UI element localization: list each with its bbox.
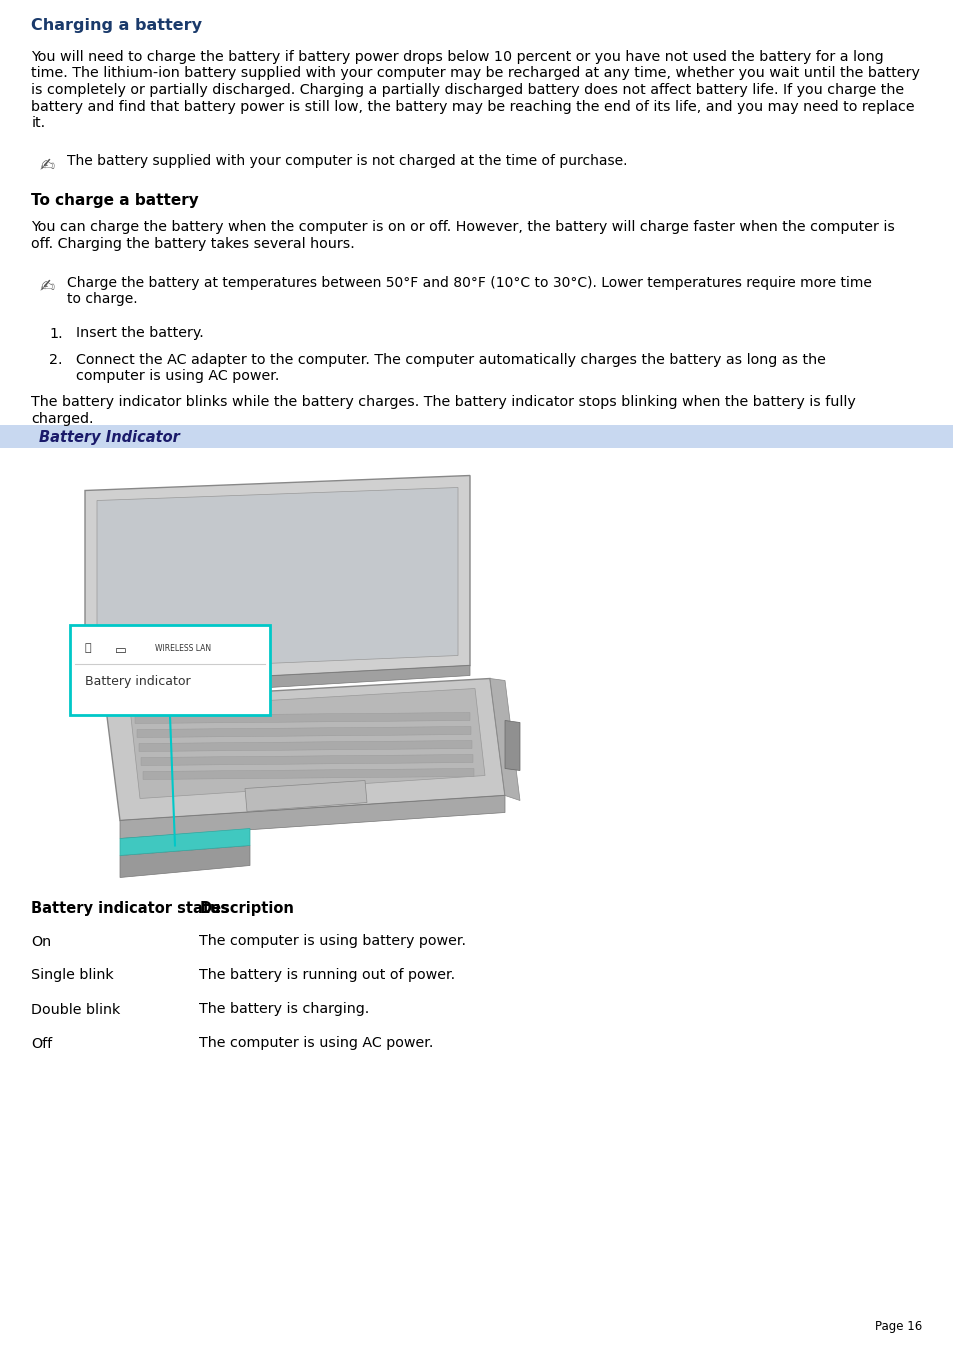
Text: Battery indicator: Battery indicator bbox=[85, 676, 191, 689]
Text: battery and find that battery power is still low, the battery may be reaching th: battery and find that battery power is s… bbox=[31, 100, 914, 113]
Polygon shape bbox=[97, 488, 457, 670]
Text: The computer is using AC power.: The computer is using AC power. bbox=[199, 1036, 434, 1051]
Text: WIRELESS LAN: WIRELESS LAN bbox=[154, 643, 211, 653]
Text: Description: Description bbox=[199, 901, 294, 916]
Bar bbox=[70, 626, 270, 716]
Text: Off: Off bbox=[31, 1036, 52, 1051]
Text: To charge a battery: To charge a battery bbox=[31, 192, 199, 208]
Text: The battery is charging.: The battery is charging. bbox=[199, 1002, 370, 1016]
Polygon shape bbox=[85, 666, 470, 698]
Text: ⏻: ⏻ bbox=[85, 643, 91, 654]
Text: You will need to charge the battery if battery power drops below 10 percent or y: You will need to charge the battery if b… bbox=[31, 50, 883, 63]
Polygon shape bbox=[120, 846, 250, 878]
Text: is completely or partially discharged. Charging a partially discharged battery d: is completely or partially discharged. C… bbox=[31, 82, 903, 97]
Text: The battery supplied with your computer is not charged at the time of purchase.: The battery supplied with your computer … bbox=[68, 154, 627, 169]
Polygon shape bbox=[135, 712, 470, 724]
Text: The battery indicator blinks while the battery charges. The battery indicator st: The battery indicator blinks while the b… bbox=[31, 394, 856, 409]
Polygon shape bbox=[105, 678, 504, 820]
Polygon shape bbox=[85, 476, 470, 685]
Text: Connect the AC adapter to the computer. The computer automatically charges the b: Connect the AC adapter to the computer. … bbox=[76, 353, 825, 366]
Text: Single blink: Single blink bbox=[31, 969, 114, 982]
Polygon shape bbox=[120, 828, 250, 855]
Bar bbox=[0, 426, 953, 447]
Polygon shape bbox=[120, 796, 504, 839]
Text: 1.: 1. bbox=[50, 327, 63, 340]
Polygon shape bbox=[143, 769, 474, 780]
Polygon shape bbox=[139, 740, 472, 751]
Polygon shape bbox=[137, 727, 471, 738]
Text: You can charge the battery when the computer is on or off. However, the battery : You can charge the battery when the comp… bbox=[31, 220, 895, 235]
Text: ▭: ▭ bbox=[115, 643, 127, 657]
Text: Insert the battery.: Insert the battery. bbox=[76, 327, 204, 340]
Text: Page 16: Page 16 bbox=[874, 1320, 922, 1333]
Text: On: On bbox=[31, 935, 51, 948]
Text: time. The lithium-ion battery supplied with your computer may be recharged at an: time. The lithium-ion battery supplied w… bbox=[31, 66, 920, 81]
Polygon shape bbox=[130, 689, 484, 798]
Text: Charging a battery: Charging a battery bbox=[31, 18, 202, 32]
Text: ✍: ✍ bbox=[39, 157, 54, 174]
Text: computer is using AC power.: computer is using AC power. bbox=[76, 369, 279, 382]
Text: Double blink: Double blink bbox=[31, 1002, 121, 1016]
Text: Charge the battery at temperatures between 50°F and 80°F (10°C to 30°C). Lower t: Charge the battery at temperatures betwe… bbox=[68, 276, 871, 289]
Text: to charge.: to charge. bbox=[68, 292, 138, 305]
Text: charged.: charged. bbox=[31, 412, 94, 426]
Text: The battery is running out of power.: The battery is running out of power. bbox=[199, 969, 456, 982]
Text: Battery indicator status: Battery indicator status bbox=[31, 901, 230, 916]
Polygon shape bbox=[141, 754, 473, 766]
Text: it.: it. bbox=[31, 116, 46, 130]
Text: The computer is using battery power.: The computer is using battery power. bbox=[199, 935, 466, 948]
Polygon shape bbox=[245, 781, 367, 812]
Polygon shape bbox=[490, 678, 519, 801]
Text: off. Charging the battery takes several hours.: off. Charging the battery takes several … bbox=[31, 236, 355, 251]
Text: ✍: ✍ bbox=[39, 277, 54, 296]
Text: Battery Indicator: Battery Indicator bbox=[39, 430, 180, 444]
Polygon shape bbox=[504, 720, 519, 770]
Text: 2.: 2. bbox=[50, 353, 63, 366]
